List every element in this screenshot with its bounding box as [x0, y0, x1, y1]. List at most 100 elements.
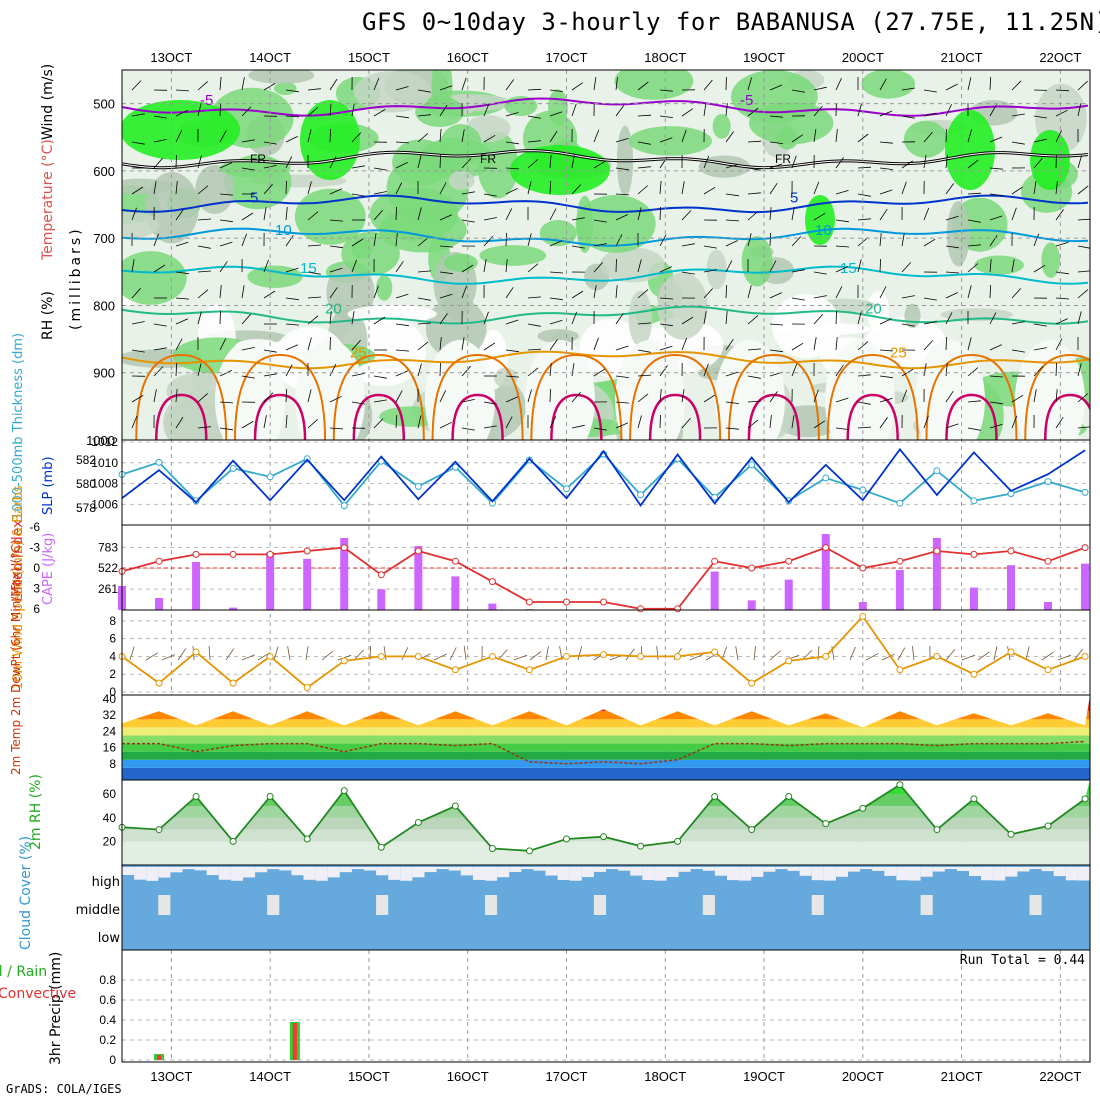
wind-barb — [593, 427, 607, 431]
wind-barb — [131, 259, 135, 273]
wind-barb — [923, 155, 927, 169]
cloud-high-gap — [569, 867, 582, 881]
cloud-high-gap — [1029, 867, 1042, 870]
wind-barb — [967, 192, 982, 195]
cloud-mid-gap — [1029, 895, 1042, 915]
wind-barb — [769, 84, 783, 91]
wind-barb — [879, 286, 887, 299]
bottom-x-tick-label: 19OCT — [743, 1069, 785, 1084]
surface-wind-barb — [881, 653, 895, 661]
wind-barb — [241, 233, 247, 247]
lifted-index-series-point — [822, 544, 830, 552]
wind-barb — [835, 397, 849, 403]
precip-tick-label: 0.8 — [99, 973, 116, 987]
wind-speed-series-point — [488, 652, 496, 660]
wind-barb — [285, 115, 300, 118]
surface-wind-barb — [449, 647, 457, 661]
isotherm-label: -5 — [200, 92, 213, 109]
wind-barb — [439, 85, 453, 91]
wind-barb — [791, 236, 802, 247]
wind-barb — [329, 102, 332, 117]
wind-barb — [483, 193, 497, 197]
wind-barb — [945, 363, 948, 377]
wind-barb — [615, 138, 629, 143]
wind-barb — [989, 136, 1003, 143]
wind-barb — [923, 89, 937, 93]
warm-arch — [629, 353, 722, 440]
wind-barb — [461, 399, 475, 403]
cloud-high-gap — [424, 867, 437, 873]
rh-patch — [248, 70, 315, 84]
wind-barb — [549, 388, 551, 403]
bottom-x-tick-label: 22OCT — [1039, 1069, 1081, 1084]
precip-tick-label: 0.2 — [99, 1033, 116, 1047]
wind-barb — [527, 233, 532, 247]
cloud-high-gap — [823, 867, 836, 881]
wind-barb — [879, 78, 887, 91]
wind-barb — [659, 137, 673, 143]
rh-patch — [439, 124, 483, 167]
slp-series — [121, 447, 1086, 507]
cloud-high-gap — [581, 867, 594, 878]
warm-arch — [332, 353, 425, 440]
cape-tick-label: 261 — [98, 582, 118, 596]
rh-tick-label: 60 — [103, 787, 117, 801]
surface-wind-barb — [145, 652, 159, 661]
wind-barb — [923, 207, 930, 221]
wind-barb — [637, 141, 651, 145]
wind-barb — [857, 103, 862, 117]
wind-barb — [615, 401, 629, 404]
surface-wind-barb — [208, 646, 211, 661]
wind-barb — [637, 349, 651, 353]
wind-speed-series-point — [562, 652, 570, 660]
wind-barb — [527, 115, 541, 119]
li-tick-label: -6 — [29, 520, 40, 534]
wind-barb — [725, 193, 739, 197]
wind-barb — [175, 416, 184, 429]
cloud-high-gap — [243, 867, 256, 878]
wind-barb — [615, 285, 618, 299]
lifted-index-series-point — [340, 544, 348, 552]
rh-patch — [974, 255, 1024, 275]
wind-barb — [945, 183, 954, 195]
rh2m-series-point — [933, 826, 941, 834]
wind-barb — [329, 245, 343, 249]
wind-barb — [285, 156, 293, 169]
wind-barb — [373, 233, 377, 247]
wind-barb — [351, 193, 365, 197]
wind-barb — [1077, 218, 1090, 221]
wind-barb — [417, 155, 422, 169]
cloud-high-gap — [255, 867, 268, 873]
wind-barb — [681, 417, 691, 429]
cloud-high-gap — [920, 867, 933, 877]
wind-barb — [549, 319, 563, 325]
wind-barb — [549, 111, 563, 117]
wind-barb — [989, 167, 1003, 170]
cloud-high-gap — [690, 867, 703, 870]
wind-barb — [703, 245, 717, 249]
wind-barb — [219, 310, 221, 325]
cloud-high-gap — [702, 867, 715, 871]
lifted-index-series-point — [266, 550, 274, 558]
hot-arch — [1043, 393, 1090, 440]
cloud-high-gap — [787, 867, 800, 871]
wind-barb — [307, 337, 312, 351]
thickness-series-point — [1044, 478, 1052, 486]
freezing-label: FR — [480, 152, 496, 166]
cloud-high-gap — [969, 867, 982, 877]
pressure-tick-label: 600 — [93, 164, 115, 179]
wind-barb — [835, 190, 849, 195]
cape-bar — [303, 558, 312, 610]
wind-barb — [263, 207, 267, 221]
wind-barb — [857, 426, 872, 429]
wind-barb — [241, 167, 255, 171]
wind-barb — [417, 415, 422, 429]
surface-wind-barb — [129, 646, 135, 661]
cloud-mid-gap — [376, 895, 389, 915]
wind-barb — [879, 141, 893, 144]
wind-barb — [725, 401, 739, 404]
cape-axis-label: CAPE (J/kg) — [41, 533, 56, 605]
isotherm-label: 15 — [300, 260, 317, 277]
surface-wind-barb — [1073, 648, 1084, 661]
